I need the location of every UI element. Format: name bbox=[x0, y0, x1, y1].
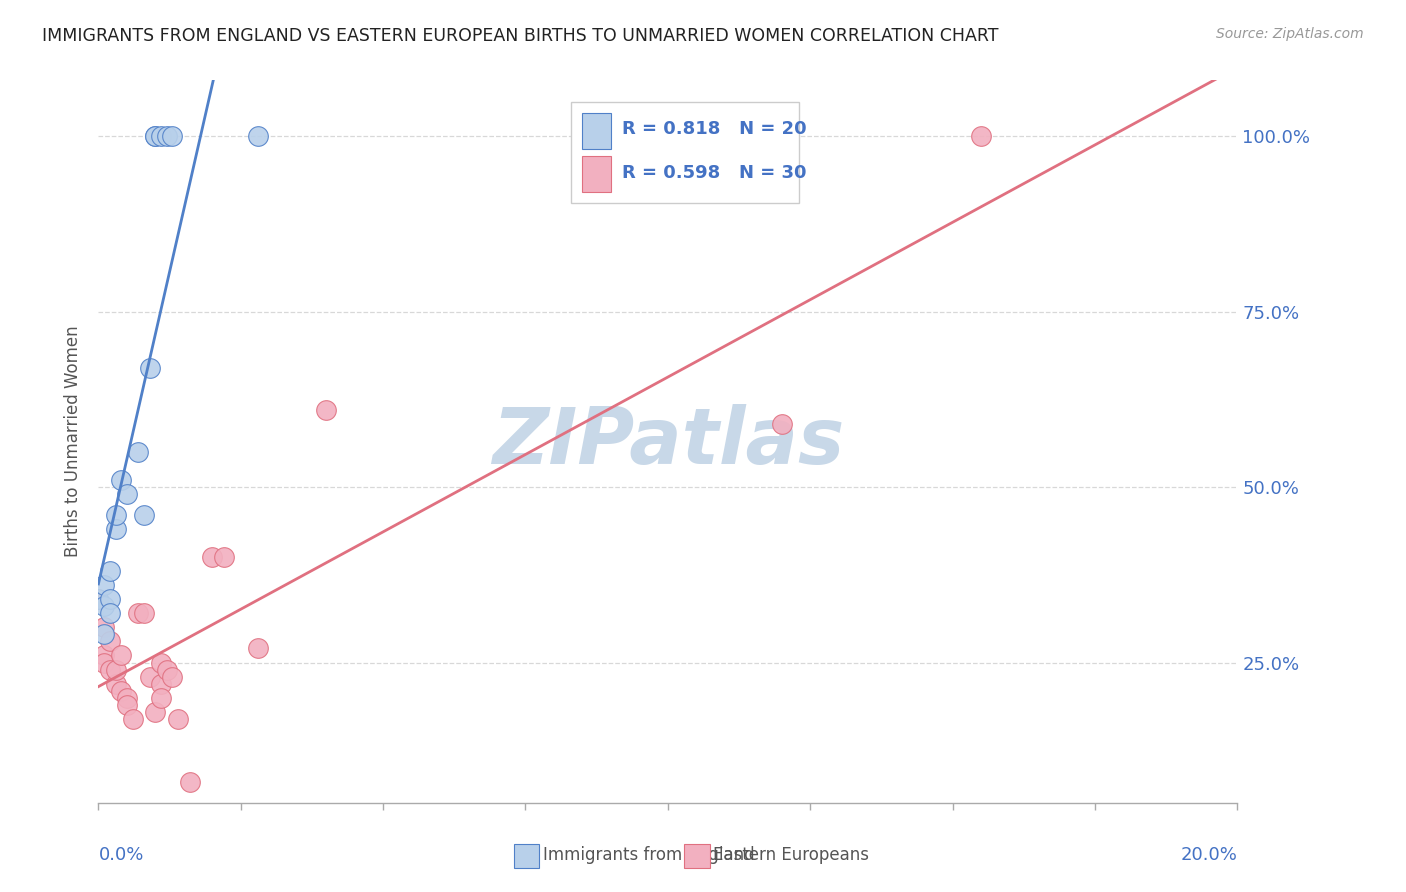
Point bbox=[104, 508, 127, 523]
Point bbox=[104, 676, 127, 690]
Point bbox=[127, 607, 149, 621]
Point bbox=[138, 360, 160, 375]
Point bbox=[87, 592, 110, 607]
Point bbox=[93, 620, 115, 634]
Point bbox=[104, 663, 127, 677]
Point bbox=[145, 705, 167, 719]
Point bbox=[132, 607, 155, 621]
Point bbox=[115, 690, 138, 705]
FancyBboxPatch shape bbox=[571, 102, 799, 203]
Point bbox=[98, 663, 121, 677]
Point bbox=[110, 683, 132, 698]
Point bbox=[98, 592, 121, 607]
Point bbox=[98, 634, 121, 648]
Point bbox=[167, 712, 190, 726]
Point bbox=[150, 656, 173, 670]
Point bbox=[121, 712, 143, 726]
Point bbox=[98, 607, 121, 621]
Text: ■: ■ bbox=[686, 847, 707, 866]
Point bbox=[162, 129, 184, 144]
Point bbox=[150, 676, 173, 690]
Point bbox=[104, 522, 127, 536]
Point bbox=[138, 669, 160, 683]
Text: Immigrants from England: Immigrants from England bbox=[543, 847, 754, 864]
Text: 0.0%: 0.0% bbox=[98, 847, 143, 864]
Point bbox=[145, 129, 167, 144]
Text: Source: ZipAtlas.com: Source: ZipAtlas.com bbox=[1216, 27, 1364, 41]
Point bbox=[770, 417, 793, 431]
Point bbox=[93, 648, 115, 663]
Text: R = 0.818   N = 20: R = 0.818 N = 20 bbox=[623, 120, 807, 138]
Point bbox=[246, 641, 269, 656]
Point bbox=[970, 129, 993, 144]
Point bbox=[315, 403, 337, 417]
Point bbox=[87, 592, 110, 607]
Point bbox=[115, 698, 138, 712]
Point bbox=[145, 129, 167, 144]
Point bbox=[93, 599, 115, 614]
Text: IMMIGRANTS FROM ENGLAND VS EASTERN EUROPEAN BIRTHS TO UNMARRIED WOMEN CORRELATIO: IMMIGRANTS FROM ENGLAND VS EASTERN EUROP… bbox=[42, 27, 998, 45]
Point bbox=[150, 690, 173, 705]
Point bbox=[156, 129, 179, 144]
Point bbox=[110, 473, 132, 487]
Point bbox=[212, 550, 235, 565]
Text: 20.0%: 20.0% bbox=[1181, 847, 1237, 864]
Text: ■: ■ bbox=[516, 847, 537, 866]
Point bbox=[179, 774, 201, 789]
Point bbox=[246, 129, 269, 144]
Point bbox=[156, 663, 179, 677]
Point bbox=[162, 669, 184, 683]
Point bbox=[201, 550, 224, 565]
Point bbox=[127, 445, 149, 459]
Point bbox=[115, 487, 138, 501]
Point bbox=[110, 648, 132, 663]
Point bbox=[93, 578, 115, 592]
Point bbox=[93, 656, 115, 670]
Point bbox=[93, 627, 115, 641]
Point bbox=[98, 564, 121, 578]
Point bbox=[132, 508, 155, 523]
Bar bbox=[582, 156, 612, 193]
Point bbox=[150, 129, 173, 144]
Bar bbox=[582, 112, 612, 149]
Text: R = 0.598   N = 30: R = 0.598 N = 30 bbox=[623, 164, 807, 182]
Text: ZIPatlas: ZIPatlas bbox=[492, 403, 844, 480]
Text: Eastern Europeans: Eastern Europeans bbox=[713, 847, 869, 864]
Y-axis label: Births to Unmarried Women: Births to Unmarried Women bbox=[63, 326, 82, 558]
